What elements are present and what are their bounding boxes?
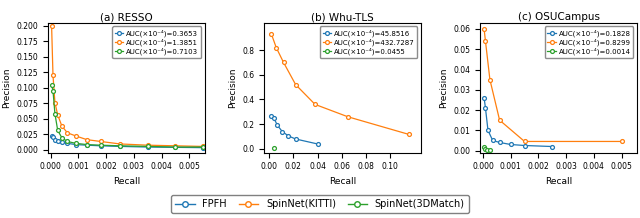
AUC(×10⁻⁴)=0.3653	[58, 141, 66, 143]
AUC(×10⁻⁴)=0.1828	[496, 141, 504, 144]
AUC(×10⁻⁴)=0.7103	[63, 140, 71, 143]
AUC(×10⁻⁴)=0.1828	[480, 97, 488, 99]
AUC(×10⁻⁴)=0.3653	[97, 145, 104, 147]
AUC(×10⁻⁴)=0.7103	[172, 146, 179, 148]
AUC(×10⁻⁴)=0.7103	[200, 146, 207, 148]
AUC(×10⁻⁴)=0.8299	[496, 119, 504, 121]
AUC(×10⁻⁴)=0.3653	[116, 145, 124, 148]
AUC(×10⁻⁴)=1.3851	[83, 138, 91, 141]
Line: AUC(×10⁻⁴)=45.8516: AUC(×10⁻⁴)=45.8516	[269, 114, 319, 146]
AUC(×10⁻⁴)=1.3851	[63, 131, 71, 134]
Legend: AUC(×10⁻⁴)=45.8516, AUC(×10⁻⁴)=432.7287, AUC(×10⁻⁴)=0.0455: AUC(×10⁻⁴)=45.8516, AUC(×10⁻⁴)=432.7287,…	[320, 26, 417, 58]
AUC(×10⁻⁴)=0.3653	[48, 135, 56, 137]
AUC(×10⁻⁴)=0.3653	[72, 143, 79, 146]
Line: AUC(×10⁻⁴)=432.7287: AUC(×10⁻⁴)=432.7287	[269, 32, 410, 136]
AUC(×10⁻⁴)=0.8299	[482, 40, 490, 43]
AUC(×10⁻⁴)=45.8516	[314, 143, 321, 145]
AUC(×10⁻⁴)=0.7103	[51, 112, 59, 115]
AUC(×10⁻⁴)=45.8516	[285, 135, 292, 137]
Title: (c) OSUCampus: (c) OSUCampus	[518, 12, 600, 22]
Legend: FPFH, SpinNet(KITTI), SpinNet(3DMatch): FPFH, SpinNet(KITTI), SpinNet(3DMatch)	[172, 195, 468, 213]
AUC(×10⁻⁴)=1.3851	[200, 145, 207, 148]
AUC(×10⁻⁴)=1.3851	[58, 125, 66, 127]
Line: AUC(×10⁻⁴)=0.7103: AUC(×10⁻⁴)=0.7103	[50, 83, 205, 149]
AUC(×10⁻⁴)=0.8299	[521, 140, 529, 143]
AUC(×10⁻⁴)=0.1828	[484, 129, 492, 132]
AUC(×10⁻⁴)=0.0014	[486, 149, 493, 152]
AUC(×10⁻⁴)=0.1828	[548, 145, 556, 148]
AUC(×10⁻⁴)=0.7103	[48, 83, 56, 86]
AUC(×10⁻⁴)=1.3851	[172, 145, 179, 147]
AUC(×10⁻⁴)=0.0014	[480, 145, 488, 148]
AUC(×10⁻⁴)=0.3653	[51, 138, 59, 141]
AUC(×10⁻⁴)=0.3653	[144, 146, 152, 148]
AUC(×10⁻⁴)=0.7103	[97, 144, 104, 146]
AUC(×10⁻⁴)=1.3851	[144, 144, 152, 146]
AUC(×10⁻⁴)=0.7103	[83, 143, 91, 146]
AUC(×10⁻⁴)=1.3851	[48, 25, 56, 27]
AUC(×10⁻⁴)=45.8516	[274, 124, 282, 127]
Line: AUC(×10⁻⁴)=0.3653: AUC(×10⁻⁴)=0.3653	[50, 134, 205, 150]
AUC(×10⁻⁴)=0.7103	[49, 90, 57, 92]
AUC(×10⁻⁴)=1.3851	[51, 101, 59, 104]
AUC(×10⁻⁴)=0.8299	[618, 140, 625, 143]
AUC(×10⁻⁴)=0.3653	[200, 146, 207, 149]
AUC(×10⁻⁴)=432.7287	[311, 103, 319, 106]
AUC(×10⁻⁴)=0.7103	[72, 142, 79, 145]
AUC(×10⁻⁴)=0.7103	[54, 129, 61, 132]
AUC(×10⁻⁴)=1.3851	[97, 140, 104, 143]
Y-axis label: Precision: Precision	[228, 68, 237, 108]
AUC(×10⁻⁴)=1.3851	[54, 114, 61, 116]
AUC(×10⁻⁴)=45.8516	[292, 138, 300, 140]
AUC(×10⁻⁴)=432.7287	[280, 61, 287, 64]
Line: AUC(×10⁻⁴)=1.3851: AUC(×10⁻⁴)=1.3851	[50, 24, 205, 148]
AUC(×10⁻⁴)=0.1828	[482, 107, 490, 109]
AUC(×10⁻⁴)=0.3653	[83, 144, 91, 146]
AUC(×10⁻⁴)=45.8516	[268, 115, 275, 118]
AUC(×10⁻⁴)=0.7103	[58, 136, 66, 139]
AUC(×10⁻⁴)=1.3851	[49, 74, 57, 77]
AUC(×10⁻⁴)=432.7287	[292, 83, 300, 86]
Line: AUC(×10⁻⁴)=0.0014: AUC(×10⁻⁴)=0.0014	[482, 145, 492, 152]
AUC(×10⁻⁴)=0.8299	[480, 28, 488, 30]
Title: (b) Whu-TLS: (b) Whu-TLS	[311, 12, 374, 22]
Legend: AUC(×10⁻⁴)=0.3653, AUC(×10⁻⁴)=1.3851, AUC(×10⁻⁴)=0.7103: AUC(×10⁻⁴)=0.3653, AUC(×10⁻⁴)=1.3851, AU…	[113, 26, 201, 58]
AUC(×10⁻⁴)=1.3851	[116, 143, 124, 145]
AUC(×10⁻⁴)=0.0014	[481, 147, 489, 150]
AUC(×10⁻⁴)=0.7103	[144, 145, 152, 148]
Legend: AUC(×10⁻⁴)=0.1828, AUC(×10⁻⁴)=0.8299, AUC(×10⁻⁴)=0.0014: AUC(×10⁻⁴)=0.1828, AUC(×10⁻⁴)=0.8299, AU…	[545, 26, 634, 58]
AUC(×10⁻⁴)=0.3653	[54, 140, 61, 142]
AUC(×10⁻⁴)=0.3653	[63, 142, 71, 145]
AUC(×10⁻⁴)=0.3653	[172, 146, 179, 149]
AUC(×10⁻⁴)=0.3653	[49, 136, 56, 138]
AUC(×10⁻⁴)=432.7287	[268, 33, 275, 35]
AUC(×10⁻⁴)=1.3851	[72, 135, 79, 137]
AUC(×10⁻⁴)=0.1828	[521, 144, 529, 147]
X-axis label: Recall: Recall	[329, 177, 356, 186]
AUC(×10⁻⁴)=432.7287	[344, 116, 352, 118]
AUC(×10⁻⁴)=0.7103	[116, 145, 124, 147]
X-axis label: Recall: Recall	[545, 177, 572, 186]
X-axis label: Recall: Recall	[113, 177, 140, 186]
Title: (a) RESSO: (a) RESSO	[100, 12, 153, 22]
Y-axis label: Precision: Precision	[439, 68, 448, 108]
AUC(×10⁻⁴)=0.0014	[483, 148, 491, 151]
Line: AUC(×10⁻⁴)=0.1828: AUC(×10⁻⁴)=0.1828	[482, 96, 554, 148]
AUC(×10⁻⁴)=0.1828	[489, 139, 497, 142]
AUC(×10⁻⁴)=432.7287	[273, 46, 280, 49]
AUC(×10⁻⁴)=45.8516	[270, 117, 278, 119]
Y-axis label: Precision: Precision	[2, 68, 11, 108]
AUC(×10⁻⁴)=0.8299	[486, 78, 493, 81]
AUC(×10⁻⁴)=45.8516	[278, 130, 286, 133]
AUC(×10⁻⁴)=0.1828	[507, 143, 515, 146]
AUC(×10⁻⁴)=432.7287	[404, 133, 412, 136]
Line: AUC(×10⁻⁴)=0.8299: AUC(×10⁻⁴)=0.8299	[482, 27, 623, 143]
